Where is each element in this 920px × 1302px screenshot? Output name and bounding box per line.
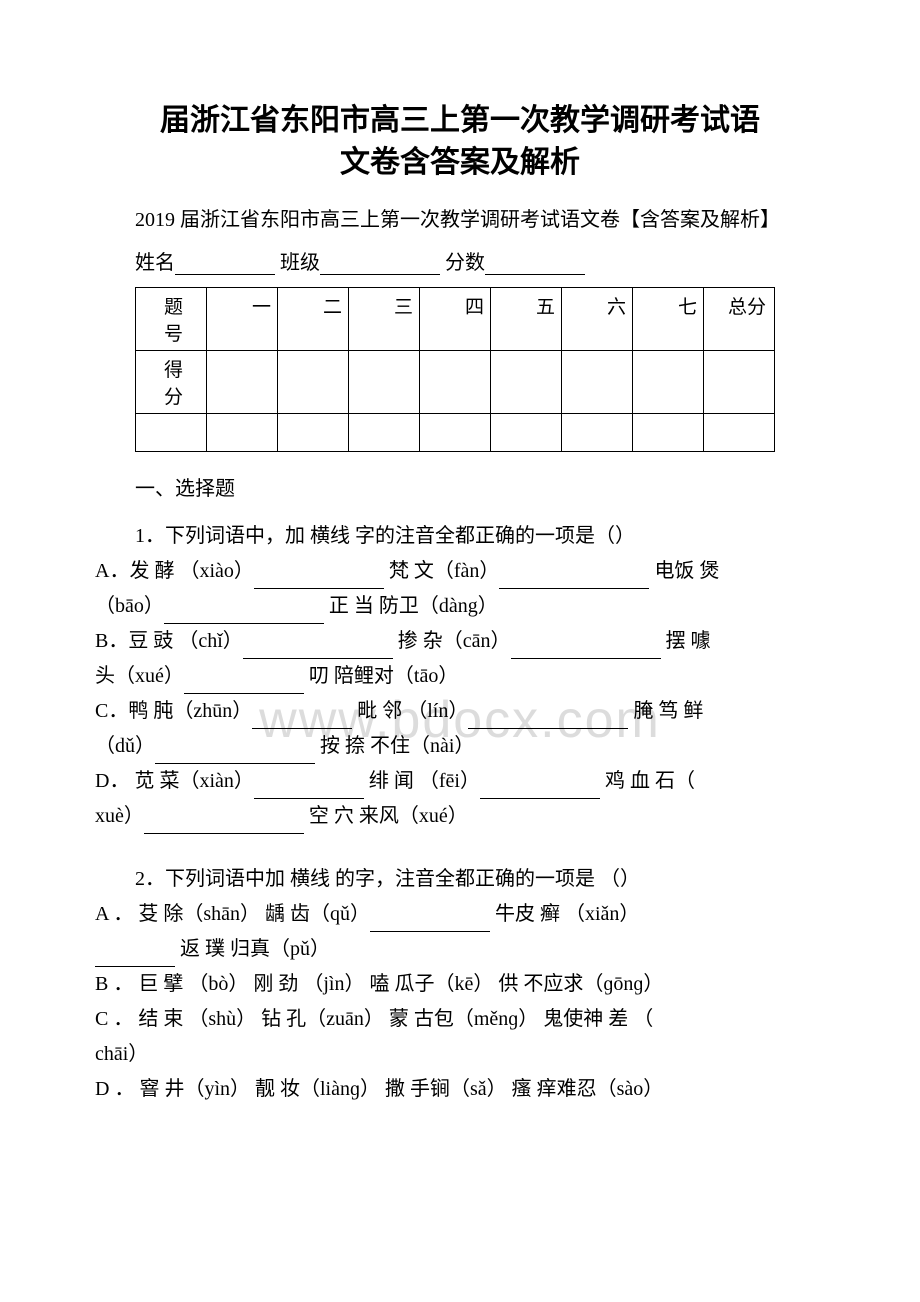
blank-underline [144, 814, 304, 834]
option-text: 头（xué） [95, 665, 184, 687]
empty-cell [562, 414, 633, 452]
empty-cell [278, 414, 349, 452]
title-line-2: 文卷含答案及解析 [340, 146, 580, 179]
empty-cell [704, 414, 775, 452]
row-label: 题号 [136, 288, 207, 351]
option-text: chāi） [95, 1043, 148, 1065]
blank-underline [164, 604, 324, 624]
blank-underline [480, 779, 600, 799]
question-stem: 2．下列词语中加 横线 的字，注音全都正确的一项是 （） [95, 862, 825, 897]
score-cell[interactable] [704, 351, 775, 414]
option-text: A．发 酵 （xiào） [95, 560, 254, 582]
blank-underline [243, 639, 393, 659]
blank-underline [95, 947, 175, 967]
empty-cell [136, 414, 207, 452]
option-d: D． 苋 菜（xiàn） 绯 闻 （fēi） 鸡 血 石（ xuè） 空 穴 来… [95, 764, 825, 834]
question-2: 2．下列词语中加 横线 的字，注音全都正确的一项是 （） A ． 芟 除（shā… [95, 862, 825, 1107]
table-row: 得分 [136, 351, 775, 414]
blank-underline [184, 674, 304, 694]
blank-underline [511, 639, 661, 659]
question-stem: 1．下列词语中，加 横线 字的注音全都正确的一项是（） [95, 519, 825, 554]
title-line-1: 届浙江省东阳市高三上第一次教学调研考试语 [160, 104, 760, 137]
option-text: 鸡 血 石（ [600, 770, 695, 792]
score-cell[interactable] [420, 351, 491, 414]
option-text: （dǔ） [95, 735, 155, 757]
option-a: A ． 芟 除（shān） 龋 齿（qǔ） 牛皮 癣 （xiǎn） 返 璞 归真… [95, 897, 825, 967]
option-c: C．鸭 肫（zhūn） 毗 邻 （lín） 腌 笃 鲜 （dǔ） 按 捺 不住（… [95, 694, 825, 764]
option-text: 返 璞 归真（pǔ） [175, 938, 330, 960]
document-content: 届浙江省东阳市高三上第一次教学调研考试语 文卷含答案及解析 2019 届浙江省东… [95, 100, 825, 1107]
option-text: 摆 噱 [661, 630, 711, 652]
blank-underline [155, 744, 315, 764]
score-cell[interactable] [349, 351, 420, 414]
subtitle: 2019 届浙江省东阳市高三上第一次教学调研考试语文卷【含答案及解析】 [95, 204, 825, 236]
option-text: 叨 陪鲤对（tāo） [304, 665, 458, 687]
option-text: C．鸭 肫（zhūn） [95, 700, 252, 722]
empty-cell [349, 414, 420, 452]
empty-cell [420, 414, 491, 452]
option-c: C ． 结 束 （shù） 钻 孔（zuān） 蒙 古包（měnɡ） 鬼使神 差… [95, 1002, 825, 1072]
name-label: 姓名 [135, 252, 175, 274]
col-header: 三 [349, 288, 420, 351]
col-header: 七 [633, 288, 704, 351]
option-b: B ． 巨 擘 （bò） 刚 劲 （jìn） 嗑 瓜子（kē） 供 不应求（ɡō… [95, 967, 825, 1002]
student-info-line: 姓名 班级 分数 [95, 246, 825, 275]
col-header: 一 [207, 288, 278, 351]
option-text: 正 当 防卫（dàng） [324, 595, 498, 617]
col-header: 五 [491, 288, 562, 351]
section-heading: 一、选择题 [95, 472, 825, 501]
option-text: 牛皮 癣 （xiǎn） [490, 903, 639, 925]
name-blank[interactable] [175, 274, 275, 275]
option-text: 空 穴 来风（xué） [304, 805, 468, 827]
option-text: （bāo） [95, 595, 164, 617]
score-cell[interactable] [207, 351, 278, 414]
option-text: 腌 笃 鲜 [628, 700, 703, 722]
option-d: D ． 窨 井（yìn） 靓 妆（liànɡ） 撒 手锏（sǎ） 瘙 痒难忍（s… [95, 1072, 825, 1107]
score-cell[interactable] [633, 351, 704, 414]
score-label: 分数 [445, 252, 485, 274]
option-text: B．豆 豉 （chǐ） [95, 630, 243, 652]
option-text: 绯 闻 （fēi） [364, 770, 480, 792]
option-text: 按 捺 不住（nài） [315, 735, 474, 757]
empty-cell [207, 414, 278, 452]
blank-underline [499, 569, 649, 589]
col-header: 四 [420, 288, 491, 351]
option-text: D ． 窨 井（yìn） 靓 妆（liànɡ） 撒 手锏（sǎ） 瘙 痒难忍（s… [95, 1078, 663, 1100]
option-text: 梵 文（fàn） [384, 560, 500, 582]
table-row [136, 414, 775, 452]
option-a: A．发 酵 （xiào） 梵 文（fàn） 电饭 煲 （bāo） 正 当 防卫（… [95, 554, 825, 624]
option-b: B．豆 豉 （chǐ） 掺 杂（cān） 摆 噱 头（xué） 叨 陪鲤对（tā… [95, 624, 825, 694]
option-text: D． 苋 菜（xiàn） [95, 770, 254, 792]
option-text: 电饭 煲 [649, 560, 719, 582]
score-cell[interactable] [278, 351, 349, 414]
option-text: A ． 芟 除（shān） 龋 齿（qǔ） [95, 903, 370, 925]
blank-underline [252, 709, 352, 729]
blank-underline [370, 912, 490, 932]
score-cell[interactable] [491, 351, 562, 414]
row-label: 得分 [136, 351, 207, 414]
score-table: 题号 一 二 三 四 五 六 七 总分 得分 [135, 287, 775, 452]
option-text: 毗 邻 （lín） [352, 700, 468, 722]
class-blank[interactable] [320, 274, 440, 275]
col-header: 六 [562, 288, 633, 351]
option-text: 掺 杂（cān） [393, 630, 511, 652]
score-blank[interactable] [485, 274, 585, 275]
option-text: C ． 结 束 （shù） 钻 孔（zuān） 蒙 古包（měnɡ） 鬼使神 差… [95, 1008, 653, 1030]
empty-cell [491, 414, 562, 452]
table-row: 题号 一 二 三 四 五 六 七 总分 [136, 288, 775, 351]
blank-underline [254, 779, 364, 799]
score-cell[interactable] [562, 351, 633, 414]
col-header: 二 [278, 288, 349, 351]
page-title: 届浙江省东阳市高三上第一次教学调研考试语 文卷含答案及解析 [95, 100, 825, 184]
blank-underline [254, 569, 384, 589]
option-text: B ． 巨 擘 （bò） 刚 劲 （jìn） 嗑 瓜子（kē） 供 不应求（ɡō… [95, 973, 663, 995]
class-label: 班级 [280, 252, 320, 274]
blank-underline [468, 709, 628, 729]
option-text: xuè） [95, 805, 144, 827]
question-1: 1．下列词语中，加 横线 字的注音全都正确的一项是（） A．发 酵 （xiào）… [95, 519, 825, 834]
empty-cell [633, 414, 704, 452]
total-header: 总分 [704, 288, 775, 351]
